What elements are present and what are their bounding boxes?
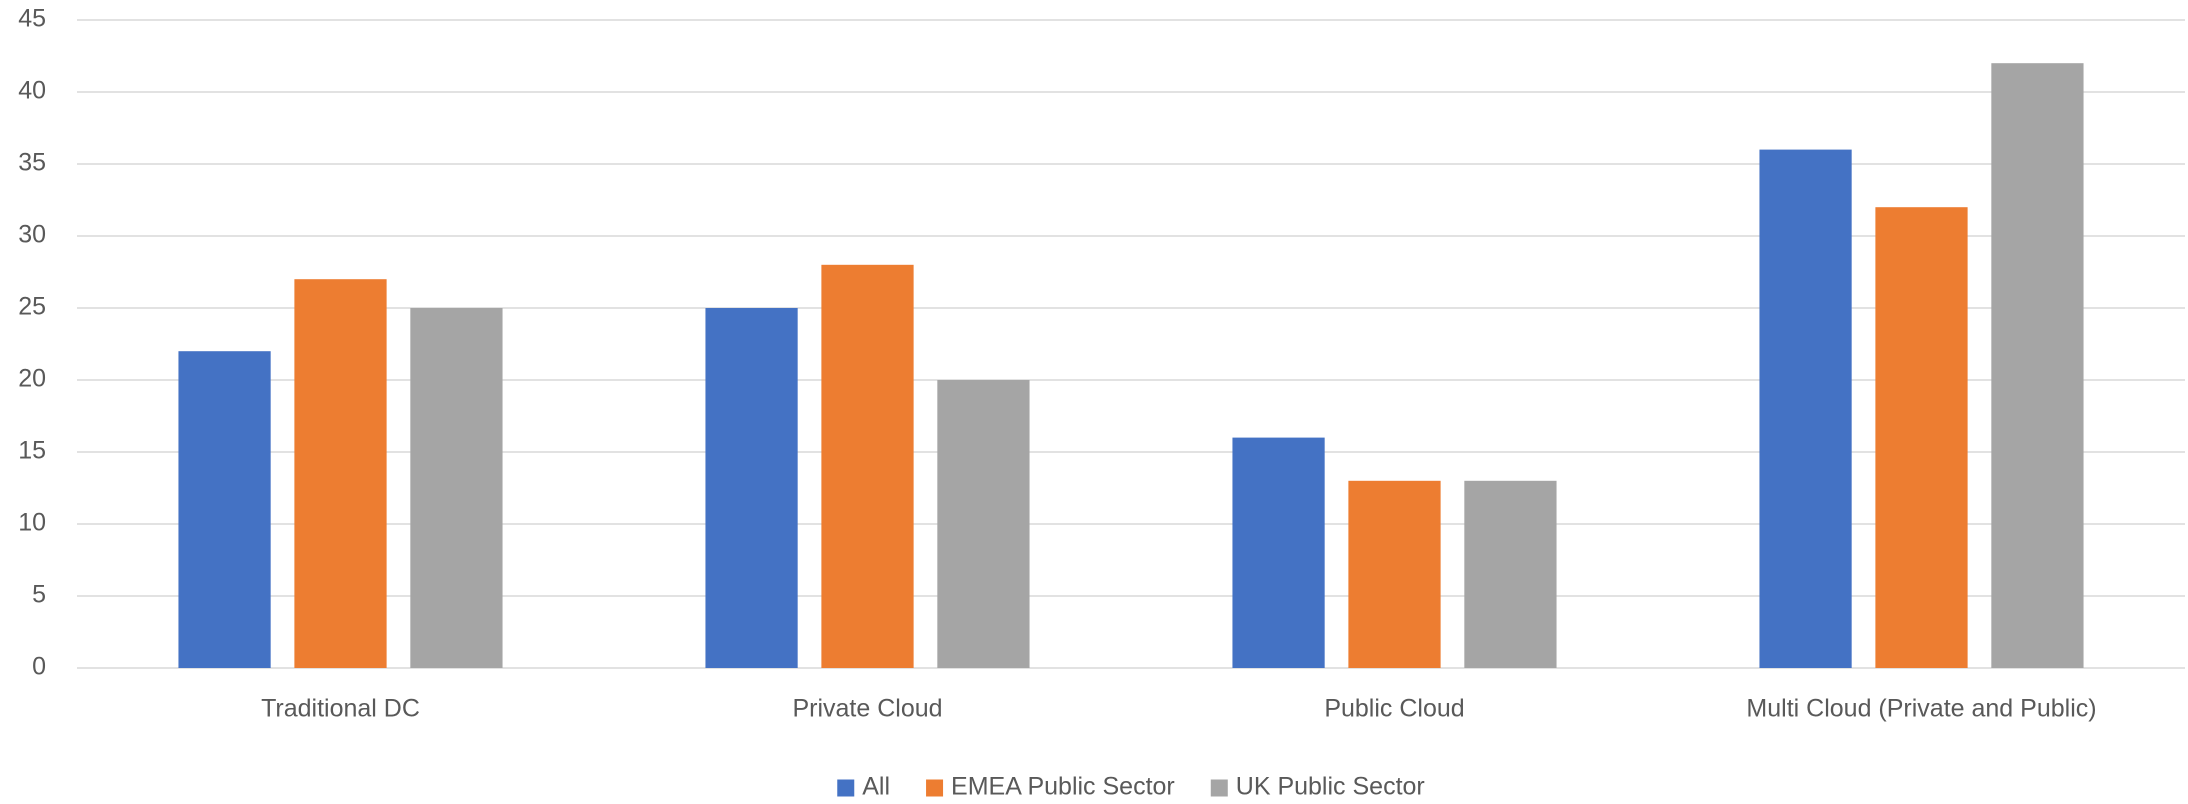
bar: [294, 279, 387, 668]
legend-label: All: [862, 773, 890, 801]
x-tick-label: Public Cloud: [1324, 695, 1464, 723]
bar: [1232, 437, 1325, 668]
y-tick-label: 35: [18, 149, 46, 177]
bar: [821, 264, 914, 668]
y-tick-label: 20: [18, 365, 46, 393]
bar: [1348, 480, 1441, 668]
legend-swatch: [837, 779, 855, 797]
bar: [1875, 207, 1968, 668]
y-tick-label: 15: [18, 437, 46, 465]
bar: [937, 380, 1030, 668]
legend: All EMEA Public Sector UK Public Sector: [837, 773, 1425, 801]
y-tick-label: 25: [18, 293, 46, 321]
x-tick-label: Traditional DC: [261, 695, 420, 723]
x-tick-label: Private Cloud: [792, 695, 942, 723]
legend-label: UK Public Sector: [1236, 773, 1425, 801]
y-tick-label: 40: [18, 77, 46, 105]
bar: [705, 308, 798, 668]
legend-swatch: [1210, 779, 1228, 797]
x-tick-label: Multi Cloud (Private and Public): [1746, 695, 2096, 723]
y-tick-label: 5: [32, 581, 46, 609]
bar: [1991, 63, 2084, 668]
bar: [178, 351, 271, 668]
legend-label: EMEA Public Sector: [951, 773, 1175, 801]
legend-swatch: [926, 779, 944, 797]
y-tick-label: 0: [32, 653, 46, 681]
bar: [1759, 149, 1852, 669]
bar: [1464, 480, 1557, 668]
y-tick-label: 45: [18, 5, 46, 33]
y-tick-label: 10: [18, 509, 46, 537]
bar: [410, 308, 503, 668]
y-tick-label: 30: [18, 221, 46, 249]
